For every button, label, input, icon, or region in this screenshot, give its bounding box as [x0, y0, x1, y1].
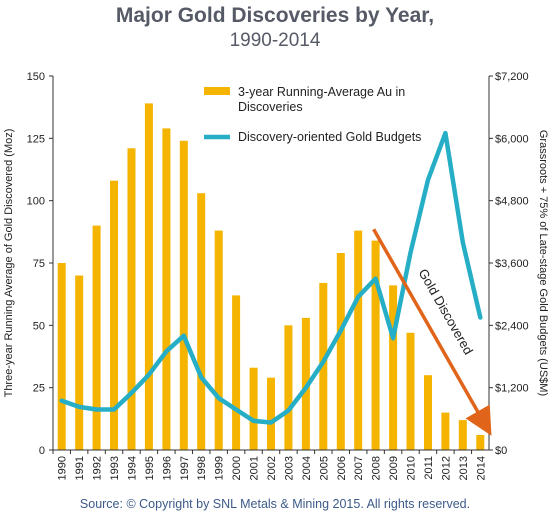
- bar-2007: [354, 230, 363, 450]
- legend-label-bars-line1: 3-year Running-Average Au in: [238, 85, 405, 99]
- legend-swatch-bars: [204, 87, 230, 95]
- bar-1993: [110, 180, 118, 450]
- x-tick-label: 2010: [406, 456, 418, 480]
- y-tick-label-left: 25: [33, 383, 45, 395]
- bar-1999: [214, 230, 223, 450]
- legend: 3-year Running-Average Au in DiscoveriesD…: [204, 85, 421, 144]
- y-tick-label-right: $0: [495, 445, 507, 457]
- x-tick-label: 2005: [318, 456, 330, 480]
- y-tick-label-left: 125: [27, 133, 45, 145]
- source-note: Source: © Copyright by SNL Metals & Mini…: [79, 497, 471, 511]
- y-tick-label-left: 150: [27, 71, 45, 83]
- y-axis-title-left: Three-year Running Average of Gold Disco…: [3, 129, 15, 398]
- x-tick-label: 1995: [144, 456, 156, 480]
- bar-1991: [75, 275, 84, 450]
- bar-1990: [57, 263, 66, 450]
- line-series: [59, 130, 483, 425]
- y-tick-label-left: 0: [39, 445, 45, 457]
- x-tick-label: 1992: [92, 456, 104, 480]
- x-tick-label: 1991: [74, 456, 86, 480]
- x-tick-label: 2007: [353, 456, 365, 480]
- bar-2006: [336, 253, 345, 450]
- x-tick-label: 1998: [196, 456, 208, 480]
- x-tick-label: 2001: [249, 456, 261, 480]
- y-tick-label-left: 100: [27, 196, 45, 208]
- x-tick-label: 1993: [109, 456, 121, 480]
- y-axis-title-right: Grassroots + 75% of Late-stage Gold Budg…: [537, 130, 549, 396]
- y-tick-label-right: $1,200: [495, 383, 529, 395]
- x-tick-label: 2013: [458, 456, 470, 480]
- legend-label-bars: 3-year Running-Average Au in Discoveries: [238, 85, 405, 114]
- tick-labels: 0 25 50 75 100 125 150 $0 $1,200 $2,400 $3,600 $4,8…: [3, 71, 549, 480]
- legend-label-bars-line2: Discoveries: [238, 100, 303, 114]
- x-tick-label: 2009: [388, 456, 400, 480]
- x-tick-label: 1996: [161, 456, 173, 480]
- chart-title: Major Gold Discoveries by Year,: [115, 4, 435, 27]
- bar-2008: [371, 240, 380, 450]
- bar-2009: [389, 285, 398, 450]
- bar-2003: [284, 325, 293, 450]
- x-tick-label: 2002: [266, 456, 278, 480]
- bar-1994: [127, 148, 136, 451]
- bar-1997: [179, 140, 188, 451]
- y-tick-label-right: $7,200: [495, 71, 529, 83]
- x-tick-label: 1994: [126, 456, 138, 480]
- bar-2005: [319, 282, 328, 450]
- x-tick-label: 2012: [440, 456, 452, 480]
- x-tick-label: 2000: [231, 456, 243, 480]
- bar-1992: [92, 225, 101, 450]
- x-tick-label: 2014: [475, 456, 487, 480]
- y-tick-label-right: $4,800: [495, 196, 529, 208]
- chart-subtitle: 1990-2014: [229, 30, 321, 51]
- legend-label-line: Discovery-oriented Gold Budgets: [238, 130, 421, 144]
- y-tick-label-right: $6,000: [495, 133, 529, 145]
- x-tick-label: 2004: [301, 456, 313, 480]
- bar-1998: [197, 193, 206, 450]
- axes: [49, 75, 493, 454]
- bar-2014: [476, 435, 485, 450]
- x-tick-label: 1997: [179, 456, 191, 480]
- bar-series: [57, 103, 485, 451]
- annotation-arrow: [372, 228, 492, 436]
- x-tick-label: 2003: [283, 456, 295, 480]
- x-tick-label: 2011: [423, 456, 435, 480]
- y-tick-label-left: 75: [33, 258, 45, 270]
- bar-2010: [406, 332, 415, 450]
- y-tick-label-right: $2,400: [495, 320, 529, 332]
- x-tick-label: 1990: [57, 456, 69, 480]
- bar-2011: [424, 375, 432, 450]
- bar-2012: [441, 412, 450, 450]
- bar-2013: [458, 420, 467, 450]
- bar-2000: [232, 295, 241, 450]
- line-discovery-budgets: [59, 130, 483, 425]
- bar-2002: [267, 377, 275, 450]
- bar-2001: [249, 367, 258, 450]
- annotation-label: Gold Discovered: [416, 266, 477, 357]
- x-tick-label: 2006: [336, 456, 348, 480]
- y-tick-label-right: $3,600: [495, 258, 529, 270]
- x-tick-label: 1999: [214, 456, 226, 480]
- y-tick-label-left: 50: [33, 320, 45, 332]
- bar-1996: [162, 128, 171, 450]
- x-tick-label: 2008: [371, 456, 383, 480]
- bar-1995: [144, 103, 153, 451]
